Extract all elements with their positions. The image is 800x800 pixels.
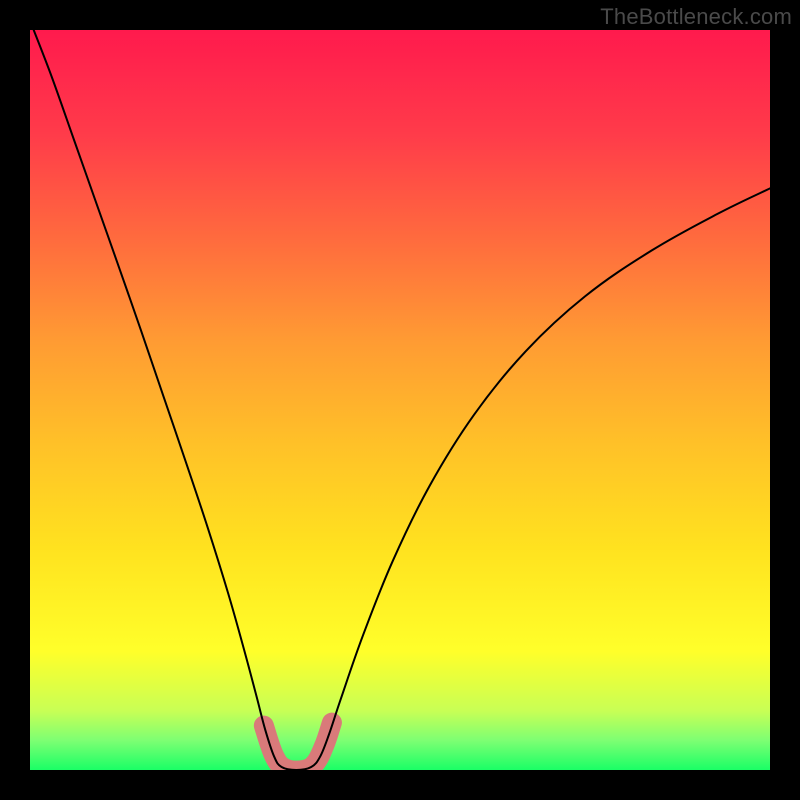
v-curve-path bbox=[34, 30, 770, 770]
curve-overlay bbox=[30, 30, 770, 770]
highlight-path bbox=[264, 723, 332, 770]
chart-canvas: TheBottleneck.com bbox=[0, 0, 800, 800]
watermark-text: TheBottleneck.com bbox=[600, 4, 792, 30]
plot-area bbox=[30, 30, 770, 770]
